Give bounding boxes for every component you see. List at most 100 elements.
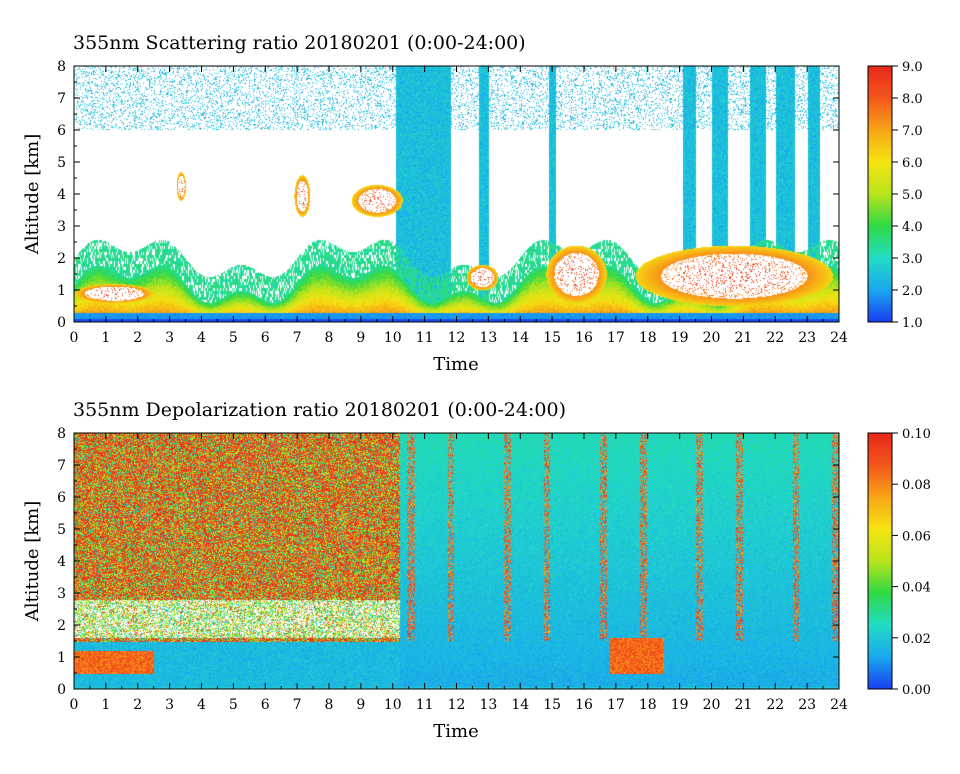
depolarization-ratio-heatmap: [74, 433, 839, 689]
x-tick-label: 16: [575, 697, 593, 713]
y-tick-label: 7: [57, 91, 66, 107]
y-tick-label: 2: [57, 618, 66, 634]
scattering-ratio-xlabel: Time: [433, 354, 478, 375]
colorbar-tick-label: 1.0: [902, 316, 923, 331]
y-tick-label: 8: [57, 59, 66, 75]
x-tick-label: 4: [197, 330, 206, 346]
x-tick-label: 21: [734, 697, 752, 713]
x-tick-label: 20: [703, 697, 721, 713]
colorbar-tick-label: 7.0: [902, 124, 923, 139]
y-tick-label: 0: [57, 682, 66, 698]
x-tick-label: 17: [607, 330, 625, 346]
colorbar-tick-label: 0.08: [902, 478, 931, 493]
depolarization-ratio-title: 355nm Depolarization ratio 20180201 (0:0…: [73, 399, 566, 421]
x-tick-label: 9: [356, 330, 365, 346]
x-tick-label: 19: [671, 330, 689, 346]
y-tick-label: 3: [57, 586, 66, 602]
x-tick-label: 0: [70, 330, 79, 346]
x-tick-label: 12: [448, 697, 466, 713]
x-tick-label: 19: [671, 697, 689, 713]
x-tick-label: 13: [479, 330, 497, 346]
x-tick-label: 4: [197, 697, 206, 713]
x-tick-label: 14: [511, 330, 529, 346]
colorbar-tick-label: 9.0: [902, 60, 923, 75]
x-tick-label: 10: [384, 330, 402, 346]
x-tick-label: 6: [261, 697, 270, 713]
x-tick-label: 13: [479, 697, 497, 713]
y-tick-label: 3: [57, 219, 66, 235]
x-tick-label: 24: [830, 330, 848, 346]
x-tick-label: 18: [639, 330, 657, 346]
y-tick-label: 4: [57, 554, 66, 570]
x-tick-label: 15: [543, 330, 561, 346]
x-tick-label: 6: [261, 330, 270, 346]
x-tick-label: 24: [830, 697, 848, 713]
scattering-ratio-colorbar-ticks: 1.0 2.0 3.0 4.0 5.0 6.0 7.0 8.0 9.0: [892, 60, 923, 331]
scattering-ratio-heatmap: [74, 66, 839, 322]
x-tick-label: 20: [703, 330, 721, 346]
x-tick-label: 11: [416, 330, 434, 346]
x-tick-label: 23: [798, 697, 816, 713]
y-tick-label: 0: [57, 315, 66, 331]
x-tick-label: 1: [101, 330, 110, 346]
x-tick-label: 7: [293, 330, 302, 346]
scattering-ratio-ylabel: Altitude [km]: [22, 134, 43, 256]
x-tick-label: 17: [607, 697, 625, 713]
y-tick-label: 7: [57, 458, 66, 474]
x-tick-label: 1: [101, 697, 110, 713]
colorbar-tick-label: 8.0: [902, 92, 923, 107]
colorbar-tick-label: 0.04: [902, 581, 931, 596]
y-tick-label: 1: [57, 650, 66, 666]
y-tick-label: 6: [57, 123, 66, 139]
colorbar-tick-label: 0.10: [902, 427, 931, 442]
y-tick-label: 2: [57, 251, 66, 267]
x-tick-label: 5: [229, 330, 238, 346]
y-tick-label: 1: [57, 283, 66, 299]
y-tick-label: 5: [57, 155, 66, 171]
colorbar-tick-label: 0.02: [902, 632, 931, 647]
depolarization-ratio-axes: 0 1 2 3 4 5 6 7 8 9 10 11 12 13 14 15 16 17 18 19 20 21 22 23 24…: [57, 426, 848, 713]
x-tick-label: 11: [416, 697, 434, 713]
scattering-ratio-axes: 0 1 2 3 4 5 6 7 8 9 10 11 12 13 14 15 16 17 18 19 20 21 22 23 24…: [57, 59, 848, 346]
colorbar-tick-label: 4.0: [902, 220, 923, 235]
x-tick-label: 2: [133, 330, 142, 346]
x-tick-label: 2: [133, 697, 142, 713]
colorbar-tick-label: 2.0: [902, 284, 923, 299]
x-tick-label: 15: [543, 697, 561, 713]
x-tick-label: 7: [293, 697, 302, 713]
x-tick-label: 18: [639, 697, 657, 713]
x-tick-label: 9: [356, 697, 365, 713]
depolarization-ratio-ylabel: Altitude [km]: [22, 501, 43, 623]
depolarization-ratio-panel: 355nm Depolarization ratio 20180201 (0:0…: [22, 399, 931, 742]
colorbar-tick-label: 0.00: [902, 683, 931, 698]
x-tick-label: 0: [70, 697, 79, 713]
x-tick-label: 3: [165, 697, 174, 713]
x-tick-label: 21: [734, 330, 752, 346]
depolarization-ratio-colorbar-ticks: 0.00 0.02 0.04 0.06 0.08 0.10: [892, 427, 931, 698]
scattering-ratio-colorbar: [867, 65, 893, 323]
y-tick-label: 8: [57, 426, 66, 442]
x-tick-label: 10: [384, 697, 402, 713]
colorbar-tick-label: 6.0: [902, 156, 923, 171]
colorbar-tick-label: 3.0: [902, 252, 923, 267]
y-tick-label: 6: [57, 490, 66, 506]
x-tick-label: 12: [448, 330, 466, 346]
scattering-ratio-title: 355nm Scattering ratio 20180201 (0:00-24…: [73, 32, 526, 54]
y-tick-label: 4: [57, 187, 66, 203]
colorbar-tick-label: 0.06: [902, 529, 931, 544]
x-tick-label: 14: [511, 697, 529, 713]
x-tick-label: 22: [766, 697, 784, 713]
x-tick-label: 5: [229, 697, 238, 713]
x-tick-label: 22: [766, 330, 784, 346]
x-tick-label: 16: [575, 330, 593, 346]
scattering-ratio-panel: 355nm Scattering ratio 20180201 (0:00-24…: [22, 32, 923, 375]
y-tick-label: 5: [57, 522, 66, 538]
colorbar-tick-label: 5.0: [902, 188, 923, 203]
depolarization-ratio-colorbar: [867, 432, 893, 690]
x-tick-label: 8: [325, 330, 334, 346]
x-tick-label: 8: [325, 697, 334, 713]
depolarization-ratio-xlabel: Time: [433, 721, 478, 742]
x-tick-label: 3: [165, 330, 174, 346]
x-tick-label: 23: [798, 330, 816, 346]
